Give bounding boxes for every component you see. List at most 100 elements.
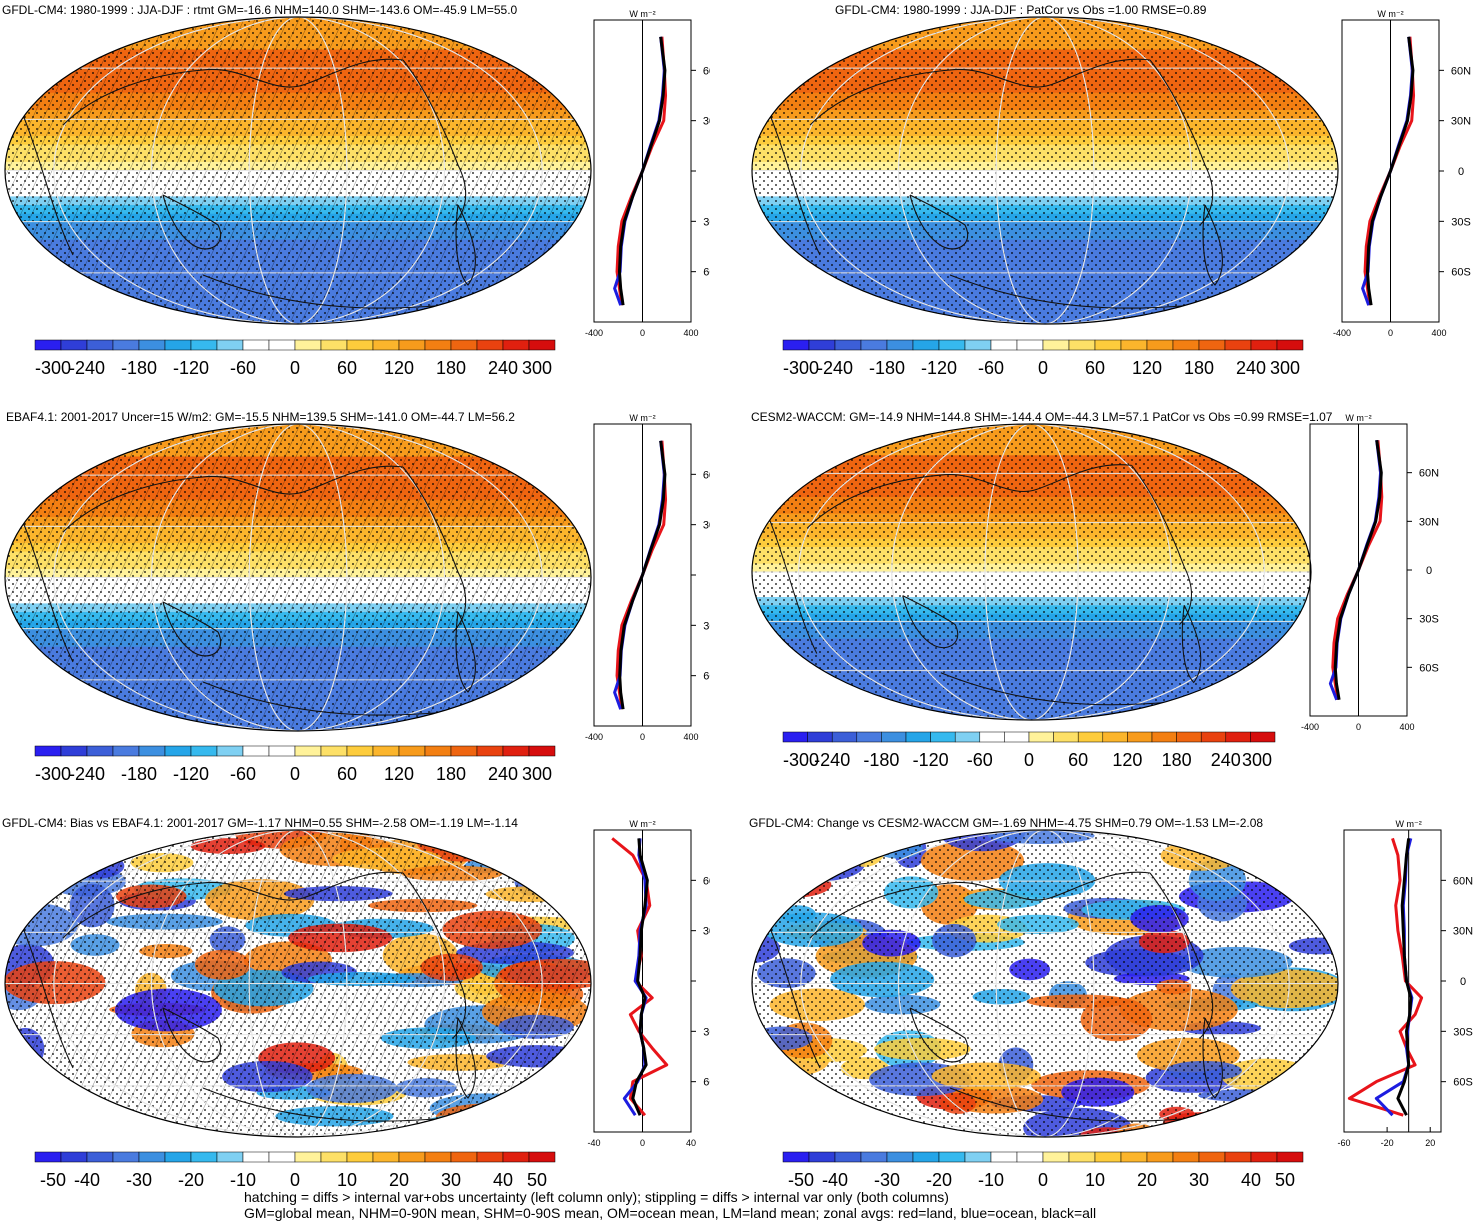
coastline xyxy=(22,927,74,1069)
colorbar-swatch xyxy=(398,1151,426,1163)
field-blob xyxy=(526,1080,587,1119)
x-tick-label: -60 xyxy=(1337,1138,1350,1148)
colorbar-tick-label: 10 xyxy=(337,1170,357,1190)
colorbar-swatch xyxy=(930,731,956,743)
graticule-meridian xyxy=(53,830,543,1137)
x-tick-label: 20 xyxy=(1425,1138,1435,1148)
colorbar-swatch xyxy=(294,745,322,757)
colorbar-swatch xyxy=(60,745,88,757)
x-tick-label: 400 xyxy=(1431,328,1446,338)
colorbar-swatch xyxy=(938,1151,966,1163)
colorbar-tick-label: 0 xyxy=(290,1170,300,1190)
lat-tick-label: 30N xyxy=(703,116,710,128)
panel-4-colorbar: -300-240 -180 -120 -60 0 60 120 180 240 300 xyxy=(782,731,1276,770)
field-blob xyxy=(5,1085,80,1121)
lat-tick-label: 60N xyxy=(1451,65,1471,77)
colorbar-tick-label: 180 xyxy=(1184,358,1214,378)
colorbar-tick-label: -20 xyxy=(926,1170,952,1190)
colorbar-swatch xyxy=(808,339,836,351)
lat-tick-label: 60S xyxy=(1419,662,1439,674)
zonal-all-line xyxy=(631,838,649,1116)
colorbar-tick-label: 60 xyxy=(337,358,357,378)
colorbar-swatch xyxy=(1146,339,1174,351)
colorbar-swatch xyxy=(164,1151,192,1163)
colorbar-swatch xyxy=(782,731,808,743)
coastline xyxy=(769,114,821,256)
zonal-all-line xyxy=(1365,36,1415,306)
field-blob xyxy=(1232,1110,1314,1131)
zonal-ocean-line xyxy=(1361,36,1414,306)
x-tick-label: -400 xyxy=(585,328,603,338)
colorbar-tick-label: -300 xyxy=(783,358,819,378)
graticule-meridian xyxy=(995,830,1095,1137)
colorbar-swatch xyxy=(1016,1151,1044,1163)
x-tick-label: 0 xyxy=(640,328,645,338)
colorbar-swatch xyxy=(1094,339,1122,351)
panel-4-title: CESM2-WACCM: GM=-14.9 NHM=144.8 SHM=-144… xyxy=(751,410,1333,424)
map-border xyxy=(4,16,592,325)
colorbar-tick-label: 300 xyxy=(1270,358,1300,378)
colorbar-tick-label: 0 xyxy=(1024,750,1034,770)
colorbar-swatch xyxy=(1053,731,1079,743)
graticule-meridian xyxy=(248,424,348,731)
colorbar-swatch xyxy=(1102,731,1128,743)
colorbar-tick-label: 50 xyxy=(527,1170,547,1190)
panel-4-map xyxy=(751,423,1312,721)
colorbar-swatch xyxy=(807,731,833,743)
coastline xyxy=(1202,1017,1223,1099)
colorbar-swatch xyxy=(372,1151,400,1163)
graticule-meridian xyxy=(151,830,445,1137)
colorbar-swatch xyxy=(320,339,348,351)
colorbar-swatch xyxy=(954,731,981,743)
map-border xyxy=(751,16,1339,325)
lat-tick-label: 30N xyxy=(703,926,710,938)
colorbar-swatch xyxy=(881,731,907,743)
coastline xyxy=(455,1017,476,1099)
colorbar-swatch xyxy=(294,1151,322,1163)
colorbar-tick-label: -40 xyxy=(74,1170,100,1190)
colorbar-swatch xyxy=(268,745,296,757)
colorbar-swatch xyxy=(320,745,348,757)
x-tick-label: -20 xyxy=(1381,1138,1394,1148)
zonal-ocean-line xyxy=(613,440,666,710)
graticule-meridian xyxy=(891,424,1172,720)
panel-5-colorbar: -50 -40 -30 -20 -10 0 10 20 30 40 50 xyxy=(34,1151,556,1190)
colorbar-swatch xyxy=(346,745,374,757)
coastline xyxy=(62,58,404,126)
colorbar-swatch xyxy=(886,1151,914,1163)
colorbar-swatch xyxy=(1146,1151,1174,1163)
colorbar-swatch xyxy=(1224,339,1252,351)
colorbar-swatch xyxy=(856,731,882,743)
x-tick-label: 0 xyxy=(640,732,645,742)
zonal-all-line xyxy=(1396,838,1413,1116)
colorbar-tick-label: 50 xyxy=(1275,1170,1295,1190)
colorbar-swatch xyxy=(268,1151,296,1163)
colorbar-swatch xyxy=(398,745,426,757)
map-field xyxy=(752,17,1338,324)
colorbar-tick-label: 180 xyxy=(1162,750,1192,770)
panel-2-zonal-plot: W m⁻² 60N 30N 0 30S 60S -400 0 400 xyxy=(1333,9,1471,338)
panel-4-zonal-plot: W m⁻² 60N 30N 0 30S 60S -400 0 400 xyxy=(1301,413,1439,732)
coastline xyxy=(402,59,467,226)
colorbar-swatch xyxy=(476,745,504,757)
colorbar-swatch xyxy=(990,1151,1018,1163)
colorbar-swatch xyxy=(1198,1151,1226,1163)
colorbar-swatch xyxy=(372,745,400,757)
colorbar-tick-label: -120 xyxy=(921,358,957,378)
colorbar-tick-label: 300 xyxy=(1242,750,1272,770)
colorbar-swatch xyxy=(1225,731,1251,743)
colorbar-swatch xyxy=(1004,731,1030,743)
colorbar-tick-label: 120 xyxy=(1132,358,1162,378)
colorbar-tick-label: -240 xyxy=(814,750,850,770)
x-tick-label: -400 xyxy=(1333,328,1351,338)
lat-tick-label: 60N xyxy=(703,65,710,77)
colorbar-swatch xyxy=(138,1151,166,1163)
colorbar-tick-label: 40 xyxy=(493,1170,513,1190)
graticule-meridian xyxy=(800,17,1290,324)
lat-tick-label: 30S xyxy=(1451,216,1471,228)
zonal-land-line xyxy=(1347,837,1424,1117)
lat-tick-label: 30S xyxy=(703,620,710,632)
colorbar-swatch xyxy=(502,745,530,757)
units-label: W m⁻² xyxy=(629,413,655,423)
colorbar-tick-label: 240 xyxy=(1236,358,1266,378)
